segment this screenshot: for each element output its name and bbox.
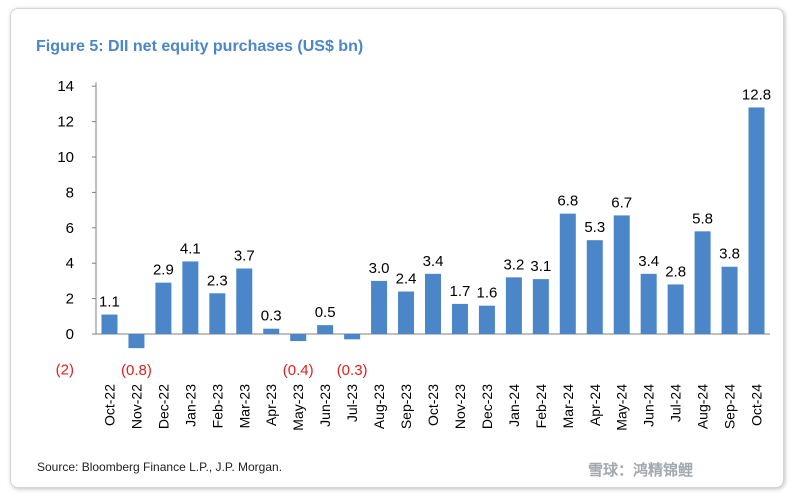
y-tick-label: 6: [66, 220, 74, 237]
bar-sep-23: [398, 291, 415, 334]
x-tick-label-jan-23: Jan-23: [182, 384, 198, 427]
data-label-nov-23: 1.7: [450, 283, 471, 300]
data-label-jun-23: 0.5: [315, 304, 336, 321]
bar-mar-24: [559, 213, 576, 334]
x-tick-label-oct-23: Oct-23: [425, 384, 441, 426]
chart-frame: [10, 8, 784, 488]
data-label-mar-23: 3.7: [234, 248, 255, 265]
bar-jan-23: [182, 261, 199, 334]
x-tick-label-may-23: May-23: [290, 384, 306, 431]
bar-oct-22: [101, 314, 118, 334]
y-tick-label: 10: [57, 149, 74, 166]
data-label-jul-24: 2.8: [665, 263, 686, 280]
x-tick-label-sep-24: Sep-24: [722, 384, 738, 429]
data-label-mar-24: 6.8: [557, 193, 578, 210]
data-label-aug-24: 5.8: [692, 210, 713, 227]
y-tick-label-negative: (2): [56, 361, 74, 378]
bar-jan-24: [505, 277, 522, 334]
data-label-feb-24: 3.1: [530, 258, 551, 275]
data-label-sep-23: 2.4: [396, 271, 417, 288]
bar-sep-24: [721, 266, 738, 334]
chart-title: Figure 5: DII net equity purchases (US$ …: [36, 38, 364, 55]
source-note: Source: Bloomberg Finance L.P., J.P. Mor…: [37, 460, 283, 474]
data-label-apr-24: 5.3: [584, 219, 605, 236]
bar-apr-24: [586, 240, 603, 334]
y-tick-label: 12: [57, 114, 74, 131]
bar-oct-24: [748, 107, 765, 334]
x-tick-label-oct-22: Oct-22: [101, 384, 117, 426]
bar-jun-23: [317, 325, 334, 334]
data-label-apr-23: 0.3: [261, 308, 282, 325]
bar-nov-23: [451, 303, 468, 334]
bar-nov-22: [128, 334, 145, 349]
bar-mar-23: [236, 268, 253, 334]
data-label-may-23: (0.4): [283, 362, 314, 379]
x-tick-label-mar-23: Mar-23: [236, 384, 252, 429]
x-tick-label-mar-24: Mar-24: [560, 384, 576, 429]
data-label-dec-22: 2.9: [153, 262, 174, 279]
watermark: 雪球：鸿精锦鲤: [588, 461, 694, 479]
data-label-oct-23: 3.4: [423, 253, 444, 270]
bar-jun-24: [640, 273, 657, 334]
y-tick-label: 0: [66, 326, 74, 343]
x-tick-label-jan-24: Jan-24: [506, 384, 522, 427]
bar-may-24: [613, 215, 630, 334]
bar-may-23: [290, 334, 307, 342]
bar-oct-23: [425, 273, 441, 334]
y-tick-label: 2: [66, 291, 74, 308]
data-label-jun-24: 3.4: [638, 253, 659, 270]
x-tick-label-nov-23: Nov-23: [452, 384, 468, 429]
data-label-jan-24: 3.2: [503, 256, 524, 273]
x-tick-label-jun-24: Jun-24: [641, 384, 657, 427]
data-label-jan-23: 4.1: [180, 240, 201, 257]
x-tick-label-sep-23: Sep-23: [398, 384, 414, 429]
data-label-nov-22: (0.8): [121, 362, 152, 379]
data-label-sep-24: 3.8: [719, 246, 740, 263]
data-label-jul-23: (0.3): [337, 362, 368, 379]
x-tick-label-jul-23: Jul-23: [344, 384, 360, 422]
x-tick-label-dec-23: Dec-23: [479, 384, 495, 429]
data-label-aug-23: 3.0: [369, 260, 390, 277]
data-label-oct-22: 1.1: [99, 294, 120, 311]
x-tick-label-dec-22: Dec-22: [155, 384, 171, 429]
x-tick-label-apr-23: Apr-23: [263, 384, 279, 426]
bar-dec-22: [155, 282, 172, 334]
bar-aug-24: [694, 231, 711, 334]
bar-jul-23: [344, 334, 361, 340]
x-tick-label-jun-23: Jun-23: [317, 384, 333, 427]
bar-feb-24: [532, 279, 549, 334]
x-tick-label-apr-24: Apr-24: [587, 384, 603, 426]
x-tick-label-oct-24: Oct-24: [749, 384, 765, 426]
bar-feb-23: [209, 293, 226, 334]
x-tick-label-feb-23: Feb-23: [209, 384, 225, 429]
x-tick-label-may-24: May-24: [614, 384, 630, 431]
x-tick-label-jul-24: Jul-24: [668, 384, 684, 422]
y-tick-label: 8: [66, 184, 74, 201]
data-label-oct-24: 12.8: [742, 86, 771, 103]
bar-aug-23: [371, 280, 388, 334]
bar-apr-23: [263, 328, 280, 334]
x-tick-label-aug-23: Aug-23: [371, 384, 387, 429]
bar-jul-24: [667, 284, 684, 334]
y-tick-label: 4: [66, 255, 74, 272]
x-tick-label-aug-24: Aug-24: [695, 384, 711, 429]
data-label-dec-23: 1.6: [476, 285, 497, 302]
x-tick-label-feb-24: Feb-24: [533, 384, 549, 429]
x-tick-label-nov-22: Nov-22: [128, 384, 144, 429]
data-label-may-24: 6.7: [611, 194, 632, 211]
bar-dec-23: [478, 305, 495, 334]
data-label-feb-23: 2.3: [207, 272, 228, 289]
y-tick-label: 14: [57, 78, 74, 95]
